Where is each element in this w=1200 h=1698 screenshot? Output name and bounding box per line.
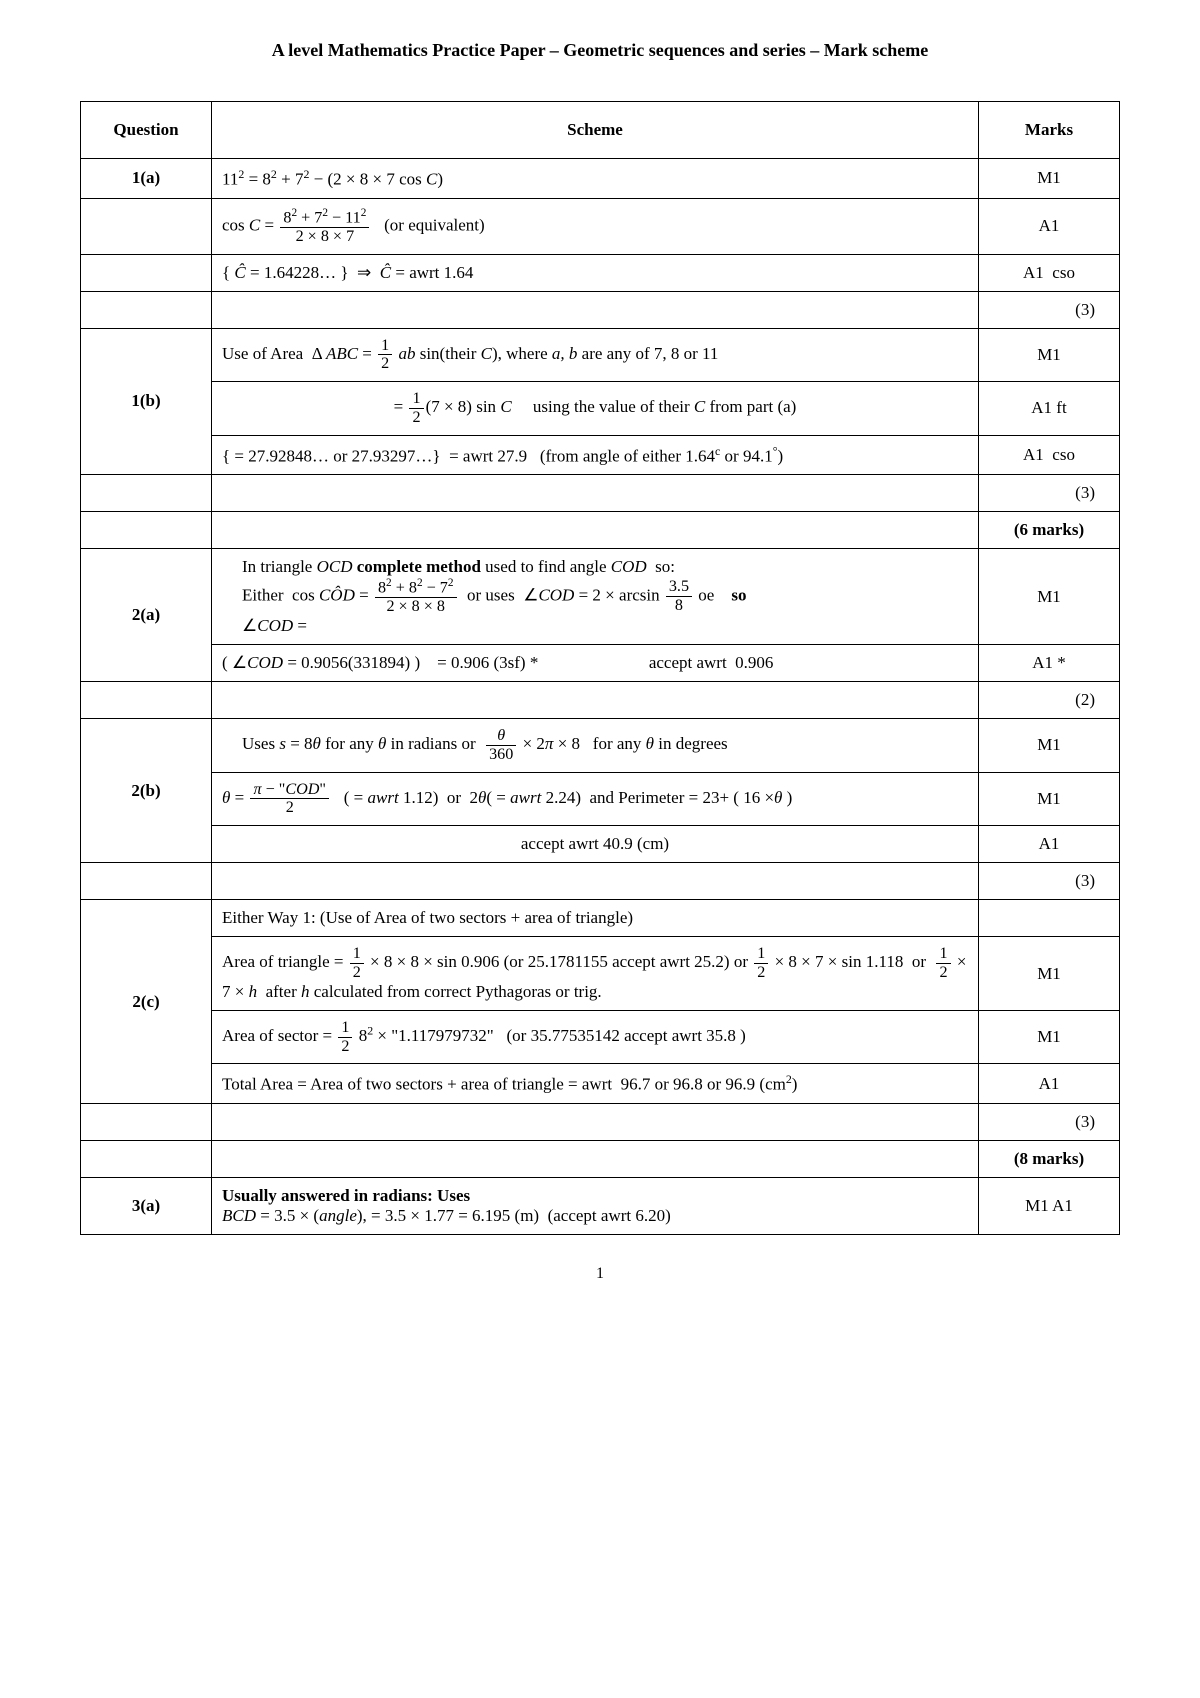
table-row: θ = π − "COD"2 ( = awrt 1.12) or 2θ( = a… (81, 772, 1120, 826)
marks-cell: A1 cso (979, 435, 1120, 475)
question-cell (81, 512, 212, 549)
scheme-cell (212, 1103, 979, 1140)
scheme-cell: θ = π − "COD"2 ( = awrt 1.12) or 2θ( = a… (212, 772, 979, 826)
scheme-cell: In triangle OCD complete method used to … (212, 549, 979, 645)
scheme-cell (212, 475, 979, 512)
scheme-cell (212, 291, 979, 328)
marks-cell: A1 (979, 198, 1120, 254)
marks-cell: A1 * (979, 645, 1120, 682)
question-cell (81, 682, 212, 719)
question-cell (81, 863, 212, 900)
scheme-cell: = 12(7 × 8) sin C using the value of the… (212, 382, 979, 436)
marks-cell: (3) (979, 291, 1120, 328)
scheme-cell: { = 27.92848… or 27.93297…} = awrt 27.9 … (212, 435, 979, 475)
question-cell: 1(a) (81, 159, 212, 199)
question-cell (81, 475, 212, 512)
question-cell: 3(a) (81, 1177, 212, 1234)
marks-cell: M1 (979, 937, 1120, 1011)
scheme-cell (212, 1140, 979, 1177)
marks-cell: (2) (979, 682, 1120, 719)
table-row: (3) (81, 475, 1120, 512)
marks-cell: M1 (979, 1010, 1120, 1064)
scheme-cell: Use of Area Δ ABC = 12 ab sin(their C), … (212, 328, 979, 382)
table-row: Total Area = Area of two sectors + area … (81, 1064, 1120, 1104)
marks-cell: (3) (979, 863, 1120, 900)
table-row: ( ∠COD = 0.9056(331894) ) = 0.906 (3sf) … (81, 645, 1120, 682)
question-cell: 2(b) (81, 719, 212, 863)
table-row: 1(b)Use of Area Δ ABC = 12 ab sin(their … (81, 328, 1120, 382)
scheme-cell: Total Area = Area of two sectors + area … (212, 1064, 979, 1104)
header-question: Question (81, 102, 212, 159)
marks-cell: (6 marks) (979, 512, 1120, 549)
table-row: Area of triangle = 12 × 8 × 8 × sin 0.90… (81, 937, 1120, 1011)
question-cell (81, 291, 212, 328)
page-title: A level Mathematics Practice Paper – Geo… (80, 40, 1120, 61)
table-row: 2(c)Either Way 1: (Use of Area of two se… (81, 900, 1120, 937)
table-row: (3) (81, 1103, 1120, 1140)
table-row: 2(a)In triangle OCD complete method used… (81, 549, 1120, 645)
question-cell: 2(a) (81, 549, 212, 682)
marks-cell: M1 (979, 159, 1120, 199)
marks-cell: M1 (979, 772, 1120, 826)
table-row: (2) (81, 682, 1120, 719)
scheme-cell: cos C = 82 + 72 − 1122 × 8 × 7 (or equiv… (212, 198, 979, 254)
scheme-cell: { Ĉ = 1.64228… } ⇒ Ĉ = awrt 1.64 (212, 254, 979, 291)
scheme-cell (212, 863, 979, 900)
scheme-cell: Area of sector = 12 82 × "1.117979732" (… (212, 1010, 979, 1064)
marks-cell: A1 (979, 826, 1120, 863)
question-cell: 1(b) (81, 328, 212, 475)
table-row: (8 marks) (81, 1140, 1120, 1177)
marks-cell: (3) (979, 475, 1120, 512)
question-cell (81, 254, 212, 291)
question-cell (81, 1103, 212, 1140)
table-body: 1(a)112 = 82 + 72 − (2 × 8 × 7 cos C)M1c… (81, 159, 1120, 1235)
header-marks: Marks (979, 102, 1120, 159)
table-row: (3) (81, 291, 1120, 328)
scheme-cell: Either Way 1: (Use of Area of two sector… (212, 900, 979, 937)
scheme-cell: Usually answered in radians: UsesBCD = 3… (212, 1177, 979, 1234)
table-row: Area of sector = 12 82 × "1.117979732" (… (81, 1010, 1120, 1064)
scheme-cell: ( ∠COD = 0.9056(331894) ) = 0.906 (3sf) … (212, 645, 979, 682)
question-cell (81, 1140, 212, 1177)
marks-cell: (3) (979, 1103, 1120, 1140)
table-row: (6 marks) (81, 512, 1120, 549)
page-number: 1 (80, 1265, 1120, 1283)
marks-cell: (8 marks) (979, 1140, 1120, 1177)
table-row: { Ĉ = 1.64228… } ⇒ Ĉ = awrt 1.64A1 cso (81, 254, 1120, 291)
marks-cell: M1 (979, 328, 1120, 382)
table-row: 3(a)Usually answered in radians: UsesBCD… (81, 1177, 1120, 1234)
marks-cell: M1 A1 (979, 1177, 1120, 1234)
scheme-cell: accept awrt 40.9 (cm) (212, 826, 979, 863)
question-cell: 2(c) (81, 900, 212, 1104)
scheme-cell (212, 512, 979, 549)
marks-cell: M1 (979, 719, 1120, 773)
table-row: 1(a)112 = 82 + 72 − (2 × 8 × 7 cos C)M1 (81, 159, 1120, 199)
marks-cell: M1 (979, 549, 1120, 645)
table-row: (3) (81, 863, 1120, 900)
marks-cell (979, 900, 1120, 937)
scheme-cell: Uses s = 8θ for any θ in radians or θ360… (212, 719, 979, 773)
table-row: 2(b)Uses s = 8θ for any θ in radians or … (81, 719, 1120, 773)
scheme-cell (212, 682, 979, 719)
table-row: = 12(7 × 8) sin C using the value of the… (81, 382, 1120, 436)
question-cell (81, 198, 212, 254)
header-scheme: Scheme (212, 102, 979, 159)
table-row: { = 27.92848… or 27.93297…} = awrt 27.9 … (81, 435, 1120, 475)
marks-cell: A1 (979, 1064, 1120, 1104)
scheme-cell: 112 = 82 + 72 − (2 × 8 × 7 cos C) (212, 159, 979, 199)
marks-cell: A1 cso (979, 254, 1120, 291)
table-row: accept awrt 40.9 (cm)A1 (81, 826, 1120, 863)
mark-scheme-table: Question Scheme Marks 1(a)112 = 82 + 72 … (80, 101, 1120, 1235)
table-row: cos C = 82 + 72 − 1122 × 8 × 7 (or equiv… (81, 198, 1120, 254)
scheme-cell: Area of triangle = 12 × 8 × 8 × sin 0.90… (212, 937, 979, 1011)
marks-cell: A1 ft (979, 382, 1120, 436)
